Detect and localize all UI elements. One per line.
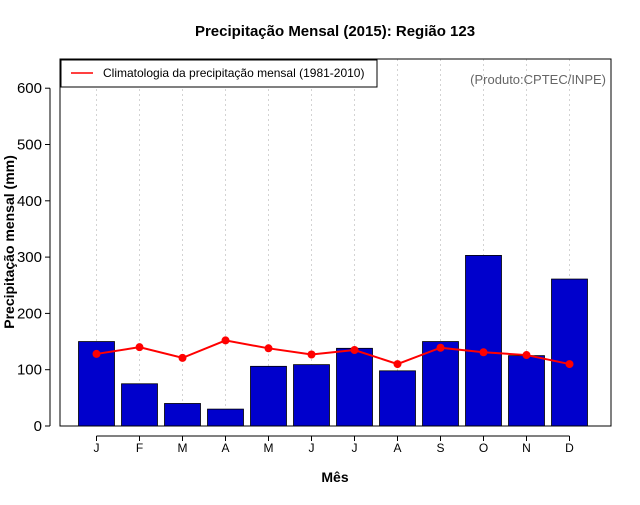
climatology-point-4 bbox=[221, 336, 230, 345]
climatology-point-9 bbox=[436, 343, 445, 352]
climatology-point-3 bbox=[178, 353, 187, 362]
bar-m-3 bbox=[164, 403, 201, 427]
bar-a-8 bbox=[379, 370, 416, 427]
bar-o-10 bbox=[465, 255, 502, 427]
climatology-point-6 bbox=[307, 350, 316, 359]
y-tick-label: 200 bbox=[17, 305, 42, 322]
y-tick-label: 400 bbox=[17, 193, 42, 210]
bar-j-6 bbox=[293, 364, 330, 427]
chart-title: Precipitação Mensal (2015): Região 123 bbox=[195, 23, 475, 40]
bar-m-5 bbox=[250, 365, 287, 427]
x-tick-label: O bbox=[479, 441, 488, 455]
bar-s-9 bbox=[422, 341, 459, 427]
bar-n-11 bbox=[508, 355, 545, 427]
bar-a-4 bbox=[207, 408, 244, 427]
legend: Climatologia da precipitação mensal (198… bbox=[60, 59, 378, 88]
climatology-point-1 bbox=[92, 349, 101, 358]
credit-text: (Produto:CPTEC/INPE) bbox=[470, 72, 606, 87]
legend-box bbox=[60, 59, 378, 88]
bar-f-2 bbox=[121, 383, 158, 427]
y-axis: 0 100 200 300 400 500 600 bbox=[17, 80, 51, 435]
y-axis-title: Precipitação mensal (mm) bbox=[1, 155, 17, 329]
climatology-point-10 bbox=[479, 348, 488, 357]
x-tick-label: J bbox=[94, 441, 100, 455]
x-tick-label: A bbox=[221, 441, 229, 455]
x-tick-label: M bbox=[264, 441, 274, 455]
bars bbox=[78, 255, 588, 427]
x-tick-label: J bbox=[309, 441, 315, 455]
climatology-point-12 bbox=[565, 360, 574, 369]
bar-d-12 bbox=[551, 278, 588, 427]
x-tick-label: A bbox=[393, 441, 401, 455]
climatology-point-11 bbox=[522, 351, 531, 360]
bar-j-7 bbox=[336, 347, 373, 427]
y-tick-label: 500 bbox=[17, 137, 42, 154]
climatology-point-2 bbox=[135, 343, 144, 352]
x-tick-label: S bbox=[436, 441, 444, 455]
y-tick-label: 0 bbox=[34, 418, 42, 435]
x-axis-title: Mês bbox=[321, 469, 348, 485]
x-tick-label: N bbox=[522, 441, 531, 455]
climatology-line bbox=[96, 339, 570, 366]
climatology-point-8 bbox=[393, 360, 402, 369]
y-tick-label: 100 bbox=[17, 362, 42, 379]
climatology-point-7 bbox=[350, 345, 359, 354]
climatology-point-5 bbox=[264, 344, 273, 353]
y-tick-label: 600 bbox=[17, 80, 42, 97]
y-tick-label: 300 bbox=[17, 249, 42, 266]
legend-label: Climatologia da precipitação mensal (198… bbox=[103, 66, 364, 80]
x-tick-label: F bbox=[136, 441, 143, 455]
x-tick-label: J bbox=[352, 441, 358, 455]
x-tick-label: M bbox=[178, 441, 188, 455]
plot-frame bbox=[59, 58, 612, 427]
x-tick-label: D bbox=[565, 441, 574, 455]
climatology-line-group bbox=[92, 336, 574, 369]
